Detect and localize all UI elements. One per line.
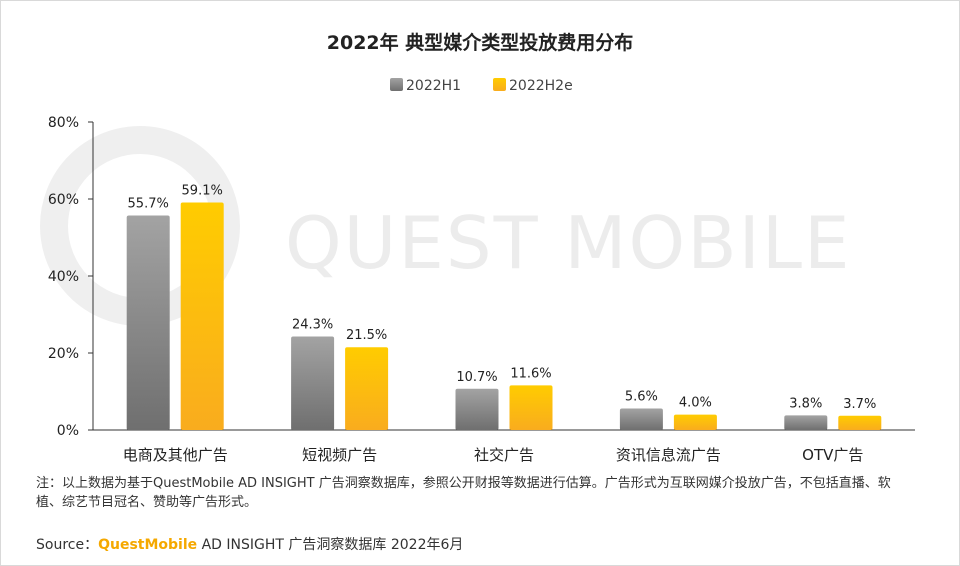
data-label: 24.3% <box>292 317 333 332</box>
y-tick-label: 20% <box>48 346 79 362</box>
x-category-label: 短视频广告 <box>302 446 377 464</box>
data-label: 3.8% <box>789 396 822 411</box>
source-brand: QuestMobile <box>98 537 198 553</box>
legend-swatch <box>390 78 403 91</box>
legend-swatch <box>493 78 506 91</box>
x-category-label: OTV广告 <box>802 446 863 464</box>
data-label: 5.6% <box>625 389 658 404</box>
y-tick-label: 0% <box>57 423 79 439</box>
x-category-label: 资讯信息流广告 <box>616 446 721 464</box>
data-label: 59.1% <box>182 183 223 198</box>
data-label: 10.7% <box>456 370 497 385</box>
bar <box>180 202 224 430</box>
data-label: 55.7% <box>128 197 169 212</box>
source-text: AD INSIGHT 广告洞察数据库 2022年6月 <box>197 537 464 553</box>
chart-title: 2022年 典型媒介类型投放费用分布 <box>327 31 634 54</box>
data-label: 21.5% <box>346 328 387 343</box>
bar <box>784 415 828 430</box>
bar <box>838 415 882 430</box>
bars: 55.7% 59.1% 电商及其他广告 24.3% 21.5% 短视频广告 10.7% 11.… <box>123 183 882 464</box>
data-label: 4.0% <box>679 396 712 411</box>
bar <box>509 385 553 430</box>
bar <box>673 414 717 430</box>
bar <box>291 336 335 430</box>
watermark: QUEST MOBILE <box>40 126 851 326</box>
bar <box>345 347 389 430</box>
y-tick-label: 80% <box>48 115 79 131</box>
x-category-label: 电商及其他广告 <box>123 446 228 464</box>
source-label: Source： <box>36 537 99 553</box>
legend-label: 2022H2e <box>509 78 573 94</box>
legend-label: 2022H1 <box>406 78 461 94</box>
source-line: Source：QuestMobile AD INSIGHT 广告洞察数据库 20… <box>36 534 463 554</box>
bar <box>126 215 170 430</box>
data-label: 3.7% <box>843 397 876 412</box>
legend: 2022H1 2022H2e <box>390 78 573 94</box>
axes: 0% 20% 40% 60% 80% <box>48 115 915 439</box>
footnote: 注：以上数据为基于QuestMobile AD INSIGHT 广告洞察数据库，… <box>36 476 891 510</box>
bar-chart: QUEST MOBILE 2022年 典型媒介类型投放费用分布 2022H1 20… <box>40 31 915 464</box>
data-label: 11.6% <box>510 366 551 381</box>
bar <box>455 388 499 430</box>
bar <box>619 408 663 430</box>
y-tick-label: 40% <box>48 269 79 285</box>
watermark-text: QUEST MOBILE <box>285 201 851 285</box>
x-category-label: 社交广告 <box>474 446 534 464</box>
y-tick-label: 60% <box>48 192 79 208</box>
